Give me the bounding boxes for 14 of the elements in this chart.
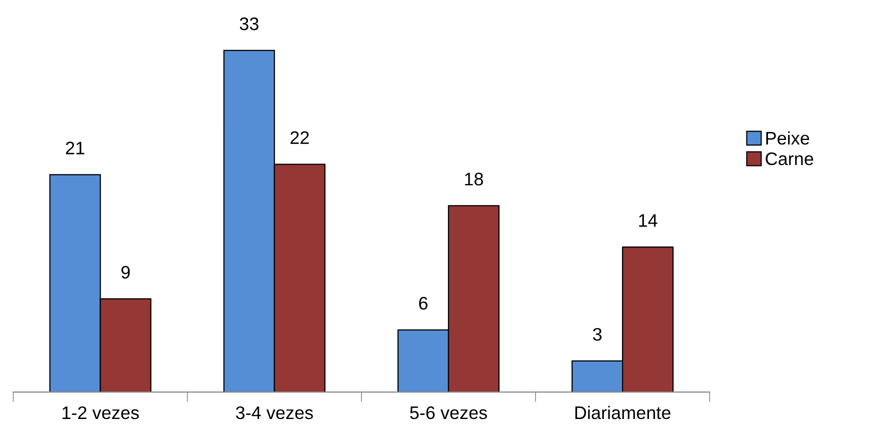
data-label: 22 <box>290 131 309 144</box>
data-label: 3 <box>592 328 602 341</box>
data-label: 6 <box>419 296 428 310</box>
x-tick-label: 5-6 vezes <box>410 406 487 420</box>
x-tick-label: 3-4 vezes <box>236 406 313 420</box>
data-label: 21 <box>66 142 84 154</box>
data-label: 9 <box>121 266 130 279</box>
legend-label: Peixe <box>766 131 810 145</box>
data-label: 33 <box>240 17 258 30</box>
data-label: 14 <box>639 214 658 227</box>
legend-label: Carne <box>766 152 814 166</box>
x-tick-label: Diariamente <box>575 406 670 420</box>
data-label: 18 <box>465 172 483 186</box>
x-tick-label: 1-2 vezes <box>62 406 139 420</box>
